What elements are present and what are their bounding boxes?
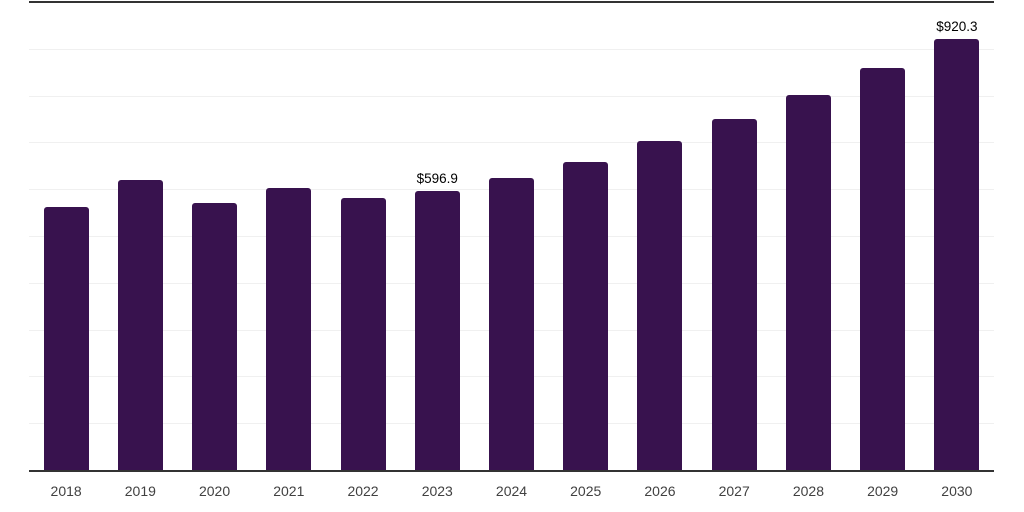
bar-2024 (489, 177, 534, 470)
x-tick-label-2022: 2022 (347, 483, 379, 499)
value-label-2030: $920.3 (936, 19, 978, 35)
bar-2025 (563, 161, 609, 470)
x-tick-label-2020: 2020 (198, 483, 231, 499)
x-tick-label-2027: 2027 (718, 483, 750, 499)
bar-2030 (934, 39, 980, 470)
value-label-2023: $596.9 (416, 170, 458, 186)
x-tick-label-2030: 2030 (941, 483, 973, 499)
bar-2028 (785, 95, 831, 470)
bar-2020 (192, 203, 238, 470)
plot-top-border (29, 1, 994, 3)
gridline (29, 142, 994, 144)
x-tick-label-2029: 2029 (867, 483, 899, 499)
bar-2022 (340, 198, 386, 470)
x-tick-label-2026: 2026 (644, 483, 676, 499)
bar-2026 (637, 141, 683, 470)
x-tick-label-2024: 2024 (495, 483, 528, 499)
bar-2027 (711, 119, 757, 470)
x-axis-line (29, 470, 994, 472)
bar-2029 (860, 68, 906, 470)
x-tick-label-2028: 2028 (792, 483, 824, 499)
x-tick-label-2023: 2023 (421, 483, 453, 499)
bar-2018 (43, 207, 89, 470)
x-tick-label-2019: 2019 (124, 483, 156, 499)
x-tick-label-2025: 2025 (570, 483, 602, 499)
gridline (29, 48, 994, 50)
x-tick-label-2018: 2018 (50, 483, 82, 499)
bar-2023 (414, 190, 460, 470)
gridline (29, 95, 994, 97)
bar-2021 (266, 187, 312, 470)
x-tick-label-2021: 2021 (273, 483, 305, 499)
bar-2019 (117, 179, 163, 470)
